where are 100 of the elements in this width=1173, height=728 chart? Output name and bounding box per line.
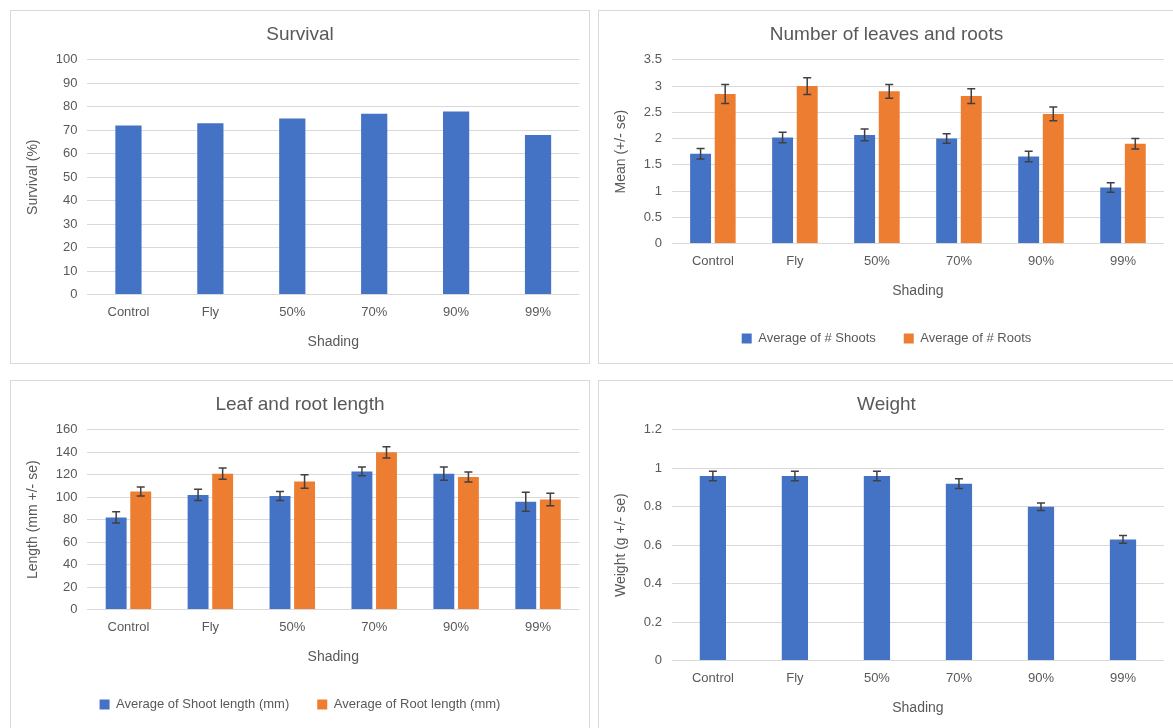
legend-label: Average of Root length (mm): [333, 696, 501, 712]
y-tick-label: 1: [654, 459, 662, 475]
x-axis-title: Shading: [307, 333, 359, 350]
x-tick-label: Control: [691, 669, 734, 685]
bar: [294, 481, 316, 610]
x-tick-label: 99%: [1109, 669, 1137, 685]
bar: [699, 475, 727, 661]
y-tick-label: 100: [55, 488, 78, 504]
legend-label: Average of Shoot length (mm): [116, 696, 290, 712]
y-tick-label: 0.4: [643, 575, 662, 591]
x-tick-label: 70%: [361, 618, 388, 634]
bar: [854, 134, 876, 244]
y-tick-label: 0: [654, 652, 662, 668]
bar: [212, 473, 234, 610]
bar: [863, 475, 891, 661]
y-tick-label: 70: [63, 121, 78, 137]
bar: [936, 138, 958, 244]
bar: [443, 111, 470, 295]
legend-label: Average of # Roots: [920, 330, 1032, 346]
x-tick-label: 70%: [361, 303, 388, 319]
y-tick-label: 60: [63, 145, 78, 161]
y-tick-label: 0: [70, 286, 78, 302]
bar: [269, 496, 291, 610]
x-tick-label: 90%: [443, 618, 470, 634]
bar: [1100, 187, 1122, 244]
bar: [772, 137, 794, 244]
x-tick-label: 90%: [443, 303, 470, 319]
x-tick-label: Control: [107, 303, 150, 319]
x-tick-label: 50%: [279, 618, 306, 634]
y-axis-title: Survival (%): [24, 139, 41, 215]
y-tick-label: 90: [63, 74, 78, 90]
bar: [105, 517, 127, 610]
x-tick-label: Fly: [786, 252, 805, 268]
bar: [279, 118, 306, 295]
bar: [197, 123, 224, 295]
x-tick-label: Fly: [786, 669, 805, 685]
y-tick-label: 40: [63, 556, 78, 572]
bar: [1124, 143, 1146, 244]
y-tick-label: 140: [55, 443, 78, 459]
y-tick-label: 2: [654, 130, 662, 146]
x-tick-label: Fly: [201, 303, 220, 319]
bar: [351, 471, 373, 610]
bar: [115, 125, 142, 295]
x-tick-label: 50%: [863, 252, 891, 268]
y-tick-label: 120: [55, 466, 78, 482]
y-tick-label: 3: [654, 77, 662, 93]
y-tick-label: 20: [63, 239, 78, 255]
x-axis-title: Shading: [892, 282, 944, 299]
y-tick-label: 30: [63, 215, 78, 231]
y-tick-label: 3.5: [643, 51, 662, 67]
x-tick-label: 99%: [1109, 252, 1137, 268]
bar: [1042, 113, 1064, 244]
bar: [187, 494, 209, 610]
bar: [960, 96, 982, 244]
x-tick-label: 70%: [945, 252, 973, 268]
bar: [457, 477, 479, 610]
chart-title: Leaf and root length: [215, 392, 385, 414]
bar: [376, 452, 397, 610]
y-axis-title: Mean (+/- se): [612, 109, 629, 194]
x-tick-label: Fly: [201, 618, 220, 634]
x-tick-label: 50%: [279, 303, 306, 319]
bar: [878, 91, 900, 244]
y-tick-label: 0: [654, 235, 662, 251]
x-tick-label: 99%: [525, 303, 552, 319]
y-tick-label: 20: [63, 578, 78, 594]
x-tick-label: Control: [107, 618, 150, 634]
bar: [515, 501, 537, 610]
chart-title: Survival: [266, 22, 334, 44]
y-tick-label: 40: [63, 192, 78, 208]
x-tick-label: 70%: [945, 669, 973, 685]
y-tick-label: 80: [63, 98, 78, 114]
bar: [945, 483, 973, 661]
y-axis-title: Weight (g +/- se): [612, 493, 629, 598]
y-tick-label: 2.5: [643, 103, 662, 119]
bar: [361, 113, 388, 295]
y-tick-label: 60: [63, 533, 78, 549]
y-tick-label: 50: [63, 168, 78, 184]
y-tick-label: 0.2: [643, 613, 662, 629]
bar: [796, 86, 818, 244]
bar: [130, 491, 152, 610]
y-tick-label: 1.2: [643, 421, 662, 437]
y-tick-label: 100: [55, 51, 78, 67]
y-axis-title: Length (mm +/- se): [24, 460, 41, 580]
y-tick-label: 0.8: [643, 498, 662, 514]
y-tick-label: 0.5: [643, 208, 662, 224]
y-tick-label: 1.5: [643, 156, 662, 172]
y-tick-label: 80: [63, 511, 78, 527]
bar: [1027, 506, 1055, 661]
x-tick-label: 99%: [525, 618, 552, 634]
bar: [781, 475, 809, 661]
bar: [433, 473, 455, 610]
y-tick-label: 0.6: [643, 536, 662, 552]
bar: [690, 153, 712, 244]
bar: [539, 499, 561, 610]
chart-title: Number of leaves and roots: [769, 22, 1004, 44]
y-tick-label: 0: [70, 601, 78, 617]
legend-label: Average of # Shoots: [758, 330, 877, 346]
x-tick-label: Control: [691, 252, 734, 268]
x-tick-label: 50%: [863, 669, 891, 685]
x-tick-label: 90%: [1027, 252, 1055, 268]
